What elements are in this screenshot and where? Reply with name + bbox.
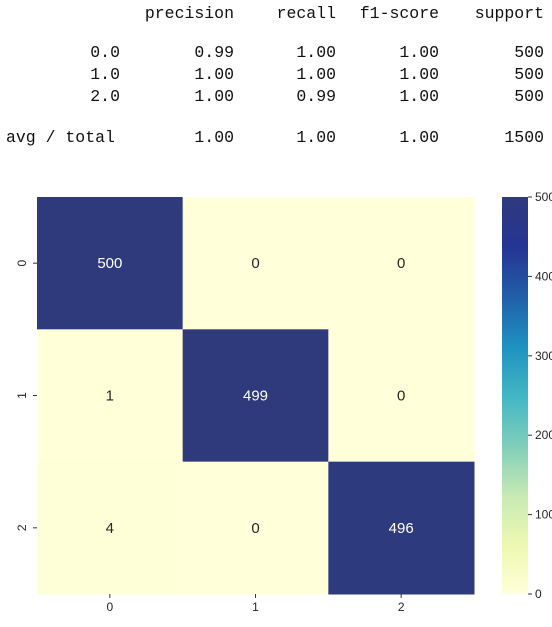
header-recall: recall [276,4,336,23]
row-recall: 1.00 [296,43,336,62]
row-label: 2.0 [90,87,120,106]
header-support: support [474,4,544,23]
y-axis: 0 1 2 [15,260,37,531]
x-axis: 0 1 2 [106,594,405,614]
cell-value-label: 0 [251,520,259,537]
cell-value-label: 500 [97,255,122,272]
heatmap-cell [328,329,475,463]
heatmap-cell [328,197,475,330]
colorbar-tick-label: 200 [535,428,552,442]
header-f1-score: f1-score [359,4,439,23]
colorbar-axis: 0 100 200 300 400 500 [528,190,552,601]
row-f1-score: 1.00 [399,87,439,106]
colorbar [502,197,528,594]
total-f1-score: 1.00 [399,128,439,147]
y-tick-label: 0 [15,260,29,267]
cell-value-label: 0 [397,255,405,272]
cell-value-label: 1 [106,388,114,405]
row-f1-score: 1.00 [399,43,439,62]
cell-value-label: 4 [106,520,114,537]
heatmap-cell [182,329,329,463]
heatmap-cell [328,461,475,595]
header-precision: precision [144,4,234,23]
total-support: 1500 [504,128,544,147]
heatmap-cell [182,461,329,595]
row-precision: 1.00 [194,65,234,84]
heatmap-cell [37,461,184,595]
cell-value-label: 499 [243,388,268,405]
row-support: 500 [514,87,544,106]
y-tick-label: 2 [15,524,29,531]
row-support: 500 [514,43,544,62]
cell-value-label: 0 [397,388,405,405]
colorbar-tick-label: 500 [535,190,552,204]
x-tick-label: 1 [252,600,259,614]
classification-report: precision recall f1-score support 0.0 0.… [0,0,552,160]
colorbar-tick-label: 300 [535,349,552,363]
row-precision: 0.99 [194,43,234,62]
row-recall: 1.00 [296,65,336,84]
heatmap-cell-labels: 500 0 0 1 499 0 4 0 496 [97,255,413,537]
row-support: 500 [514,65,544,84]
heatmap-cell [182,197,329,330]
row-label: 1.0 [90,65,120,84]
colorbar-tick-label: 400 [535,269,552,283]
confusion-matrix-heatmap: 500 0 0 1 499 0 4 0 496 0 1 2 0 1 2 0 100 200 300 400 500 [15,190,552,614]
row-label: 0.0 [90,43,120,62]
heatmap-cell [37,197,184,330]
total-recall: 1.00 [296,128,336,147]
total-precision: 1.00 [194,128,234,147]
total-label: avg / total [6,128,115,147]
colorbar-tick-label: 0 [535,587,542,601]
row-f1-score: 1.00 [399,65,439,84]
x-tick-label: 0 [106,600,113,614]
confusion-matrix-chart: 500 0 0 1 499 0 4 0 496 0 1 2 0 1 2 0 100 200 300 400 500 [0,170,552,627]
heatmap-cell [37,329,184,463]
x-tick-label: 2 [398,600,405,614]
row-precision: 1.00 [194,87,234,106]
colorbar-tick-label: 100 [535,508,552,522]
cell-value-label: 0 [251,255,259,272]
cell-value-label: 496 [389,520,414,537]
y-tick-label: 1 [15,392,29,399]
row-recall: 0.99 [296,87,336,106]
heatmap-cells [37,197,475,595]
